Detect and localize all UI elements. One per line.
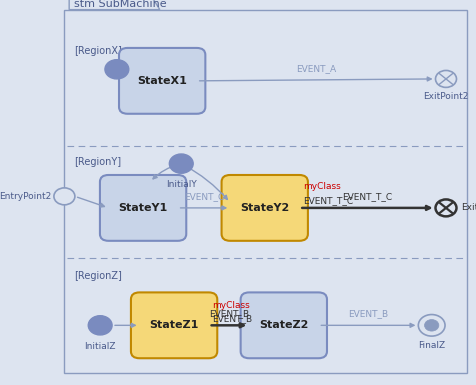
Circle shape: [105, 60, 129, 79]
Circle shape: [54, 188, 75, 205]
Text: EVENT_T_C: EVENT_T_C: [342, 192, 392, 201]
Text: stm SubMachine: stm SubMachine: [74, 0, 166, 9]
Circle shape: [435, 70, 456, 87]
Text: EVENT_B: EVENT_B: [347, 310, 387, 318]
Text: EVENT_A: EVENT_A: [296, 64, 336, 73]
Polygon shape: [69, 0, 159, 10]
Text: ExitPoint3: ExitPoint3: [460, 203, 476, 213]
Circle shape: [169, 154, 193, 173]
Text: myClass: myClass: [212, 301, 249, 310]
Text: [RegionY]: [RegionY]: [74, 157, 121, 167]
Text: InitialY: InitialY: [166, 180, 196, 189]
Text: StateZ2: StateZ2: [258, 320, 308, 330]
FancyBboxPatch shape: [100, 175, 186, 241]
Text: StateX1: StateX1: [137, 76, 187, 86]
Circle shape: [435, 199, 456, 216]
Text: FinalZ: FinalZ: [417, 341, 444, 350]
Text: ExitPoint2: ExitPoint2: [422, 92, 468, 101]
Text: StateZ1: StateZ1: [149, 320, 198, 330]
Text: EntryPoint2: EntryPoint2: [0, 192, 51, 201]
Text: InitialZ: InitialZ: [84, 342, 116, 351]
Text: EVENT_C: EVENT_C: [183, 192, 224, 201]
Circle shape: [88, 316, 112, 335]
FancyBboxPatch shape: [240, 293, 326, 358]
Text: StateY1: StateY1: [118, 203, 168, 213]
Text: [RegionX]: [RegionX]: [74, 46, 121, 56]
FancyBboxPatch shape: [64, 10, 466, 373]
Text: EVENT_T_C: EVENT_T_C: [302, 196, 352, 205]
Text: EVENT_B: EVENT_B: [212, 314, 252, 323]
Text: EVENT_B: EVENT_B: [208, 310, 248, 318]
FancyBboxPatch shape: [130, 293, 217, 358]
Text: StateY2: StateY2: [239, 203, 289, 213]
FancyBboxPatch shape: [221, 175, 307, 241]
Text: [RegionZ]: [RegionZ]: [74, 271, 121, 281]
Circle shape: [424, 320, 438, 331]
FancyBboxPatch shape: [119, 48, 205, 114]
Text: myClass: myClass: [302, 182, 340, 191]
Circle shape: [417, 315, 444, 336]
